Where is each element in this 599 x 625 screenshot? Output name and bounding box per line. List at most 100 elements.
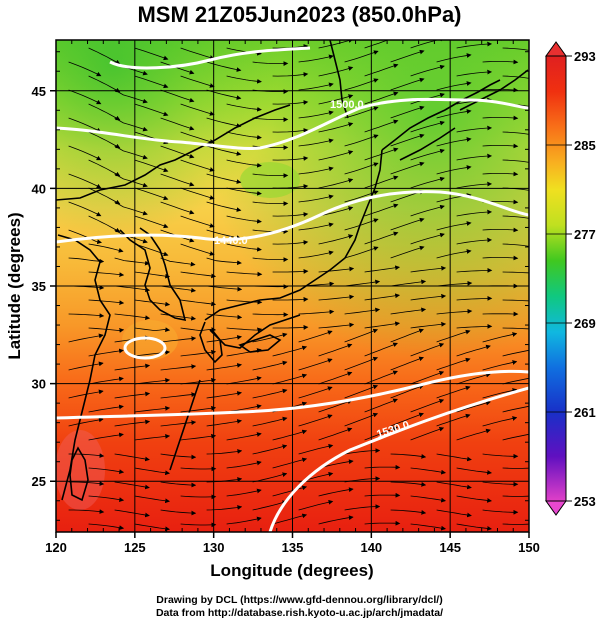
- wind-streamline: [68, 361, 104, 371]
- wind-streamline: [390, 356, 424, 371]
- wind-streamline: [502, 243, 529, 247]
- wind-streamline: [410, 40, 445, 49]
- wind-streamline: [88, 187, 121, 205]
- wind-streamline: [390, 77, 425, 91]
- wind-streamline: [160, 61, 195, 75]
- wind-streamline: [502, 215, 529, 219]
- plot-area: 1500.0 1440.0 1530.0: [56, 40, 529, 532]
- wind-streamline: [160, 364, 197, 371]
- wind-streamline: [410, 232, 445, 245]
- wind-streamline: [252, 388, 288, 399]
- wind-streamline: [364, 492, 401, 498]
- wind-streamline: [482, 453, 519, 459]
- wind-streamline: [482, 388, 518, 399]
- wind-streamline: [160, 117, 195, 131]
- x-tick-label: 120: [45, 540, 67, 555]
- wind-streamline: [206, 257, 242, 266]
- wind-streamline: [364, 293, 400, 301]
- wind-streamline: [456, 495, 492, 503]
- wind-streamline: [298, 54, 334, 63]
- wind-streamline: [114, 173, 148, 188]
- wind-streamline: [252, 201, 289, 206]
- wind-streamline: [298, 166, 334, 175]
- wind-streamline: [318, 234, 354, 245]
- wind-streamline: [456, 428, 491, 441]
- wind-streamline: [436, 221, 472, 231]
- wind-streamline: [160, 313, 196, 321]
- x-tick-label: 130: [203, 540, 225, 555]
- wind-streamline: [482, 59, 519, 65]
- wind-streamline: [272, 128, 309, 133]
- wind-streamline: [206, 117, 242, 128]
- wind-streamline: [344, 162, 379, 175]
- wind-streamline: [88, 523, 125, 531]
- wind-streamline: [134, 159, 169, 173]
- wind-streamline: [344, 504, 381, 511]
- wind-streamline: [502, 405, 529, 413]
- wind-streamline: [206, 285, 243, 292]
- wind-streamline: [436, 329, 471, 343]
- wind-streamline: [88, 495, 125, 503]
- wind-streamline: [68, 117, 102, 133]
- wind-streamline: [206, 449, 243, 455]
- wind-streamline: [272, 156, 309, 161]
- wind-streamline: [318, 94, 354, 105]
- wind-streamline: [134, 103, 169, 117]
- wind-streamline: [206, 391, 242, 399]
- wind-streamline: [318, 294, 355, 301]
- wind-streamline: [502, 433, 529, 441]
- wind-streamline: [318, 122, 354, 133]
- wind-streamline: [482, 360, 518, 371]
- wind-streamline: [344, 448, 381, 455]
- wind-streamline: [68, 313, 105, 318]
- wind-streamline: [68, 417, 104, 427]
- x-tick-label: 135: [282, 540, 304, 555]
- wind-streamline: [180, 47, 215, 60]
- wind-streamline: [502, 349, 529, 357]
- wind-streamline: [390, 453, 427, 459]
- wind-streamline: [88, 243, 124, 253]
- wind-streamline: [160, 420, 197, 427]
- wind-streamline: [160, 89, 195, 103]
- x-tick-label: 125: [124, 540, 146, 555]
- contour-line: [56, 190, 529, 244]
- wind-streamline: [134, 434, 171, 441]
- wind-streamline: [68, 333, 104, 343]
- wind-streamline: [252, 332, 288, 343]
- wind-streamline: [226, 516, 262, 525]
- wind-streamline: [68, 61, 102, 77]
- wind-streamline: [134, 523, 170, 532]
- wind-streamline: [502, 377, 529, 385]
- wind-streamline: [88, 467, 125, 475]
- wind-streamline: [252, 257, 289, 262]
- wind-streamline: [160, 453, 197, 460]
- wind-streamline: [436, 357, 471, 371]
- wind-streamline: [272, 269, 309, 274]
- wind-streamline: [160, 201, 195, 215]
- wind-streamline: [226, 376, 262, 385]
- wind-streamline: [410, 176, 445, 189]
- wind-streamline: [180, 433, 217, 441]
- wind-streamline: [410, 64, 445, 77]
- contour-line: [56, 97, 529, 150]
- wind-streamline: [180, 494, 217, 500]
- wind-streamline: [68, 201, 102, 217]
- height-contours: [56, 46, 529, 532]
- wind-streamline: [436, 53, 472, 63]
- wind-streamline: [180, 349, 217, 357]
- wind-streamline: [134, 215, 169, 229]
- wind-streamline: [298, 250, 334, 259]
- wind-streamline: [390, 105, 425, 119]
- wind-streamline: [88, 47, 121, 65]
- wind-streamline: [114, 229, 148, 244]
- wind-streamline: [364, 464, 401, 470]
- wind-streamline: [344, 218, 379, 231]
- wind-streamline: [68, 481, 105, 486]
- x-axis-label: Longitude (degrees): [210, 561, 373, 580]
- wind-streamline: [410, 467, 446, 475]
- wind-streamline: [134, 75, 169, 89]
- wind-streamline: [482, 255, 519, 261]
- wind-streamline: [88, 432, 124, 441]
- colorbar-lower-cap: [545, 500, 567, 516]
- wind-streamline: [502, 131, 529, 135]
